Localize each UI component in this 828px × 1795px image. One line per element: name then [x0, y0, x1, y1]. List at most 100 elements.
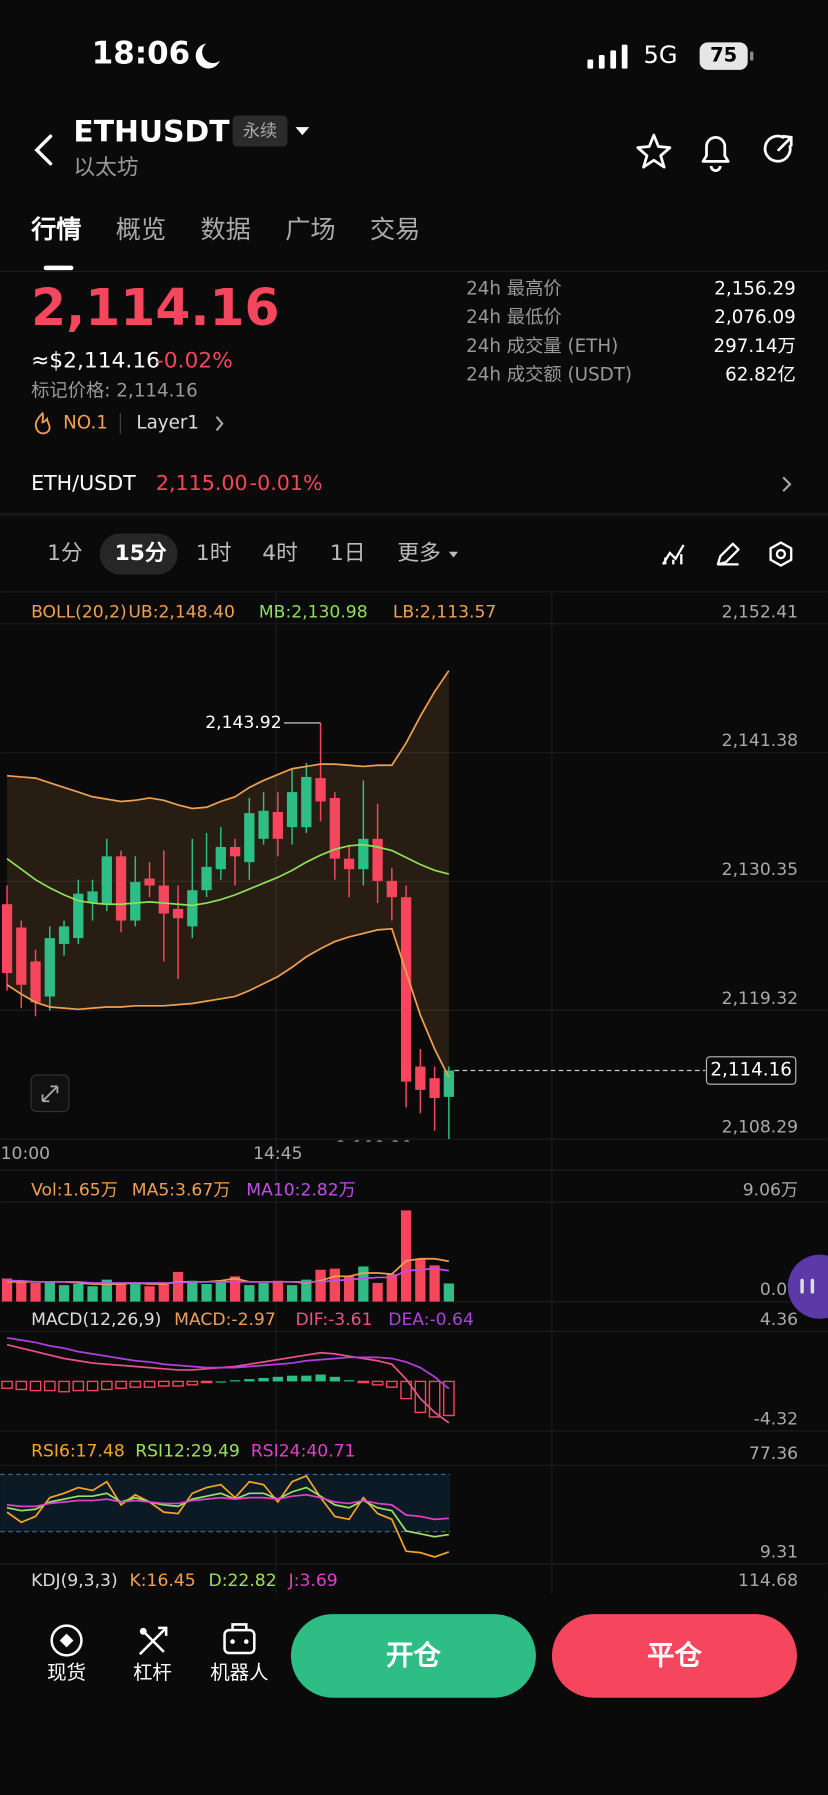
side-handle-part[interactable] [810, 1278, 815, 1294]
share-button[interactable] [763, 134, 793, 163]
draw-button[interactable] [716, 542, 740, 566]
close-position-label[interactable]: 平仓 [647, 1640, 702, 1671]
macd-bar [286, 1375, 298, 1382]
open-position-button[interactable] [290, 1614, 536, 1698]
macd-bar [43, 1380, 56, 1392]
volume-bar [244, 1285, 255, 1302]
symbol-dropdown[interactable] [295, 127, 310, 136]
tab[interactable]: 数据 [201, 215, 251, 244]
bot-icon[interactable] [223, 1623, 256, 1655]
indicator-button[interactable] [662, 544, 685, 565]
macd-bar [143, 1380, 156, 1388]
bot-icon-part[interactable] [223, 1628, 256, 1655]
macd-bar [200, 1380, 213, 1384]
macd-dea-line [6, 1336, 450, 1390]
contract-badge [232, 115, 288, 147]
volume-bar [258, 1282, 269, 1302]
margin-icon-part[interactable] [139, 1627, 147, 1635]
signal-icon-part [598, 54, 605, 69]
sector[interactable]: Layer1 [136, 413, 199, 434]
candle-body [73, 893, 84, 939]
macd-bar [414, 1380, 427, 1414]
tab[interactable]: 行情 [30, 215, 81, 244]
macd-bar [272, 1376, 283, 1382]
side-handle-part[interactable] [787, 1254, 828, 1319]
interval[interactable]: 1时 [196, 541, 232, 566]
spot-icon-part[interactable] [59, 1633, 74, 1648]
spot-icon[interactable] [50, 1624, 83, 1657]
expand-button[interactable] [30, 1074, 70, 1113]
spot-icon-part[interactable] [50, 1624, 83, 1657]
settings-button-center[interactable] [775, 548, 787, 560]
network-type: 5G [644, 41, 678, 69]
volume-bar [1, 1278, 13, 1302]
macd-bar [229, 1380, 241, 1382]
back-button[interactable] [34, 134, 53, 166]
legend-item: MB:2,130.98 [259, 602, 368, 622]
boll-lb-line [6, 927, 450, 1078]
candle-body [115, 856, 127, 921]
margin-icon-part[interactable] [138, 1626, 168, 1656]
candle-body [201, 866, 212, 891]
spot-chevron[interactable] [782, 476, 792, 492]
volume-bar [101, 1279, 112, 1302]
signal-icon [587, 44, 628, 69]
expand-button-part[interactable] [41, 1085, 59, 1103]
candle-body [329, 797, 340, 859]
bot-icon-part[interactable] [231, 1623, 248, 1631]
settings-button[interactable] [769, 541, 793, 567]
macd-bar [357, 1380, 370, 1384]
side-handle-part[interactable] [800, 1278, 804, 1294]
candle-body [215, 846, 226, 870]
volume-bar [87, 1286, 98, 1302]
interval[interactable]: 更多 [397, 541, 441, 566]
margin-icon[interactable] [138, 1626, 168, 1656]
volume-bar [30, 1282, 41, 1302]
volume-bar [158, 1284, 169, 1302]
macd-bar [215, 1381, 226, 1383]
macd-bar [72, 1380, 85, 1392]
legend-item: RSI24:40.71 [251, 1442, 356, 1462]
alert-button[interactable] [701, 136, 730, 172]
candle-body [158, 885, 169, 914]
interval[interactable]: 4时 [262, 541, 298, 566]
tab[interactable]: 交易 [370, 215, 420, 244]
macd-bar [343, 1380, 355, 1382]
more-dropdown[interactable] [448, 551, 459, 558]
nav-label[interactable]: 现货 [47, 1661, 86, 1684]
interval[interactable]: 15分 [115, 541, 167, 566]
section-gap [0, 512, 828, 517]
sector-chevron[interactable] [215, 416, 224, 432]
stat-label: 24h 成交额 (USDT) [466, 364, 632, 385]
macd-bar [258, 1377, 269, 1382]
volume-bar [358, 1266, 369, 1302]
bot-icon-part[interactable] [244, 1639, 249, 1644]
x-tick-label: 10:00 [1, 1144, 50, 1164]
rank: NO.1 [63, 413, 108, 434]
volume-bar [16, 1280, 27, 1302]
macd-bar [15, 1380, 28, 1391]
candle-body [101, 856, 112, 905]
close-position-button[interactable] [551, 1614, 797, 1698]
x-tick-label: 14:45 [253, 1144, 302, 1164]
volume-bar [187, 1280, 198, 1302]
open-position-label[interactable]: 开仓 [386, 1640, 441, 1671]
spot-price: 2,115.00 [156, 471, 248, 495]
bot-icon-part[interactable] [230, 1639, 235, 1644]
volume-bar [329, 1268, 340, 1302]
tab[interactable]: 广场 [285, 215, 335, 244]
interval[interactable]: 1分 [47, 541, 83, 566]
side-handle[interactable] [787, 1254, 828, 1319]
legend-item: K:16.45 [130, 1571, 196, 1591]
macd-bar [329, 1376, 340, 1382]
tab-indicator [43, 265, 74, 271]
tab[interactable]: 概览 [116, 215, 166, 244]
interval[interactable]: 1日 [330, 541, 366, 566]
y-tick-label: 2,130.35 [722, 860, 798, 880]
nav-label[interactable]: 机器人 [210, 1661, 268, 1684]
nav-label[interactable]: 杠杆 [133, 1661, 172, 1684]
boll-band [7, 670, 449, 1078]
favorite-button[interactable] [636, 133, 672, 169]
